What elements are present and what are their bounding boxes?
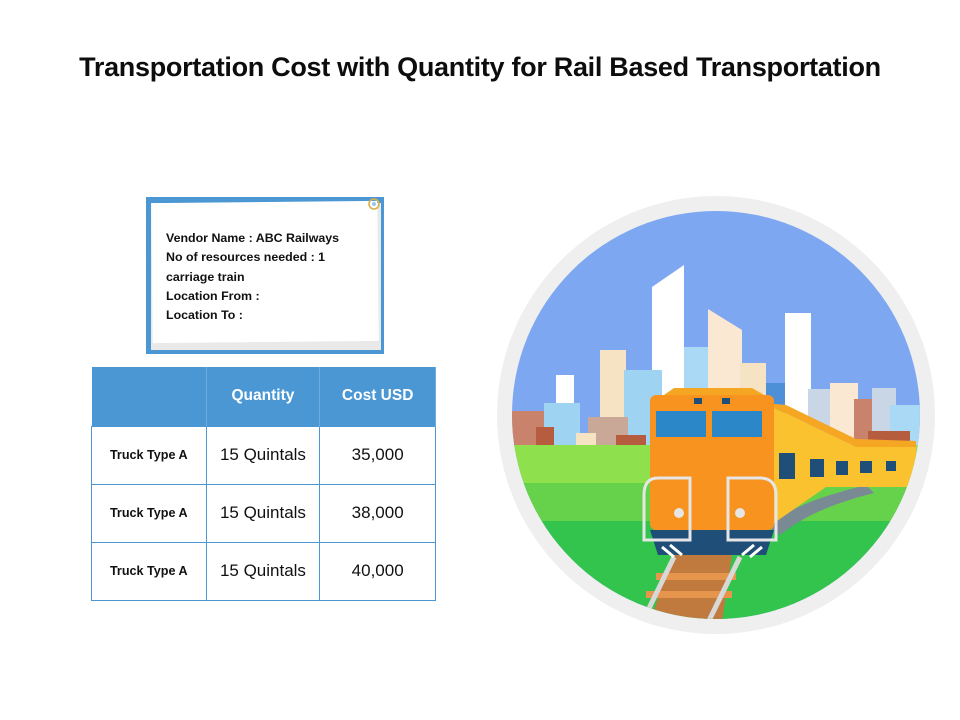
vendor-name: Vendor Name : ABC Railways	[166, 231, 340, 245]
row-cost: 35,000	[319, 425, 436, 485]
locomotive	[642, 388, 778, 559]
row-quantity: 15 Quintals	[205, 541, 321, 601]
row-cost: 40,000	[319, 541, 436, 601]
row-label: Truck Type A	[91, 483, 207, 543]
resources-needed: No of resources needed : 1 carriage trai…	[166, 250, 326, 284]
table-row: Truck Type A 15 Quintals 40,000	[91, 541, 436, 601]
paperclip-icon	[368, 198, 380, 210]
location-from: Location From :	[166, 288, 260, 303]
header-quantity: Quantity	[206, 367, 321, 426]
location-to: Location To :	[166, 308, 243, 323]
rail-curve	[766, 485, 874, 535]
train-carriage	[764, 403, 916, 530]
row-cost: 38,000	[319, 483, 436, 543]
train-illustration	[497, 196, 935, 634]
row-label: Truck Type A	[91, 425, 207, 485]
row-quantity: 15 Quintals	[205, 483, 321, 543]
row-label: Truck Type A	[91, 541, 207, 601]
table-row: Truck Type A 15 Quintals 35,000	[91, 425, 436, 485]
row-quantity: 15 Quintals	[205, 425, 321, 485]
cost-table: Quantity Cost USD Truck Type A 15 Quinta…	[91, 367, 436, 601]
table-header-row: Quantity Cost USD	[91, 367, 436, 426]
table-row: Truck Type A 15 Quintals 38,000	[91, 483, 436, 543]
vendor-details: Vendor Name : ABC Railways No of resourc…	[166, 229, 371, 325]
header-cost: Cost USD	[319, 367, 436, 426]
page-title: Transportation Cost with Quantity for Ra…	[79, 52, 881, 82]
header-empty	[91, 367, 207, 426]
